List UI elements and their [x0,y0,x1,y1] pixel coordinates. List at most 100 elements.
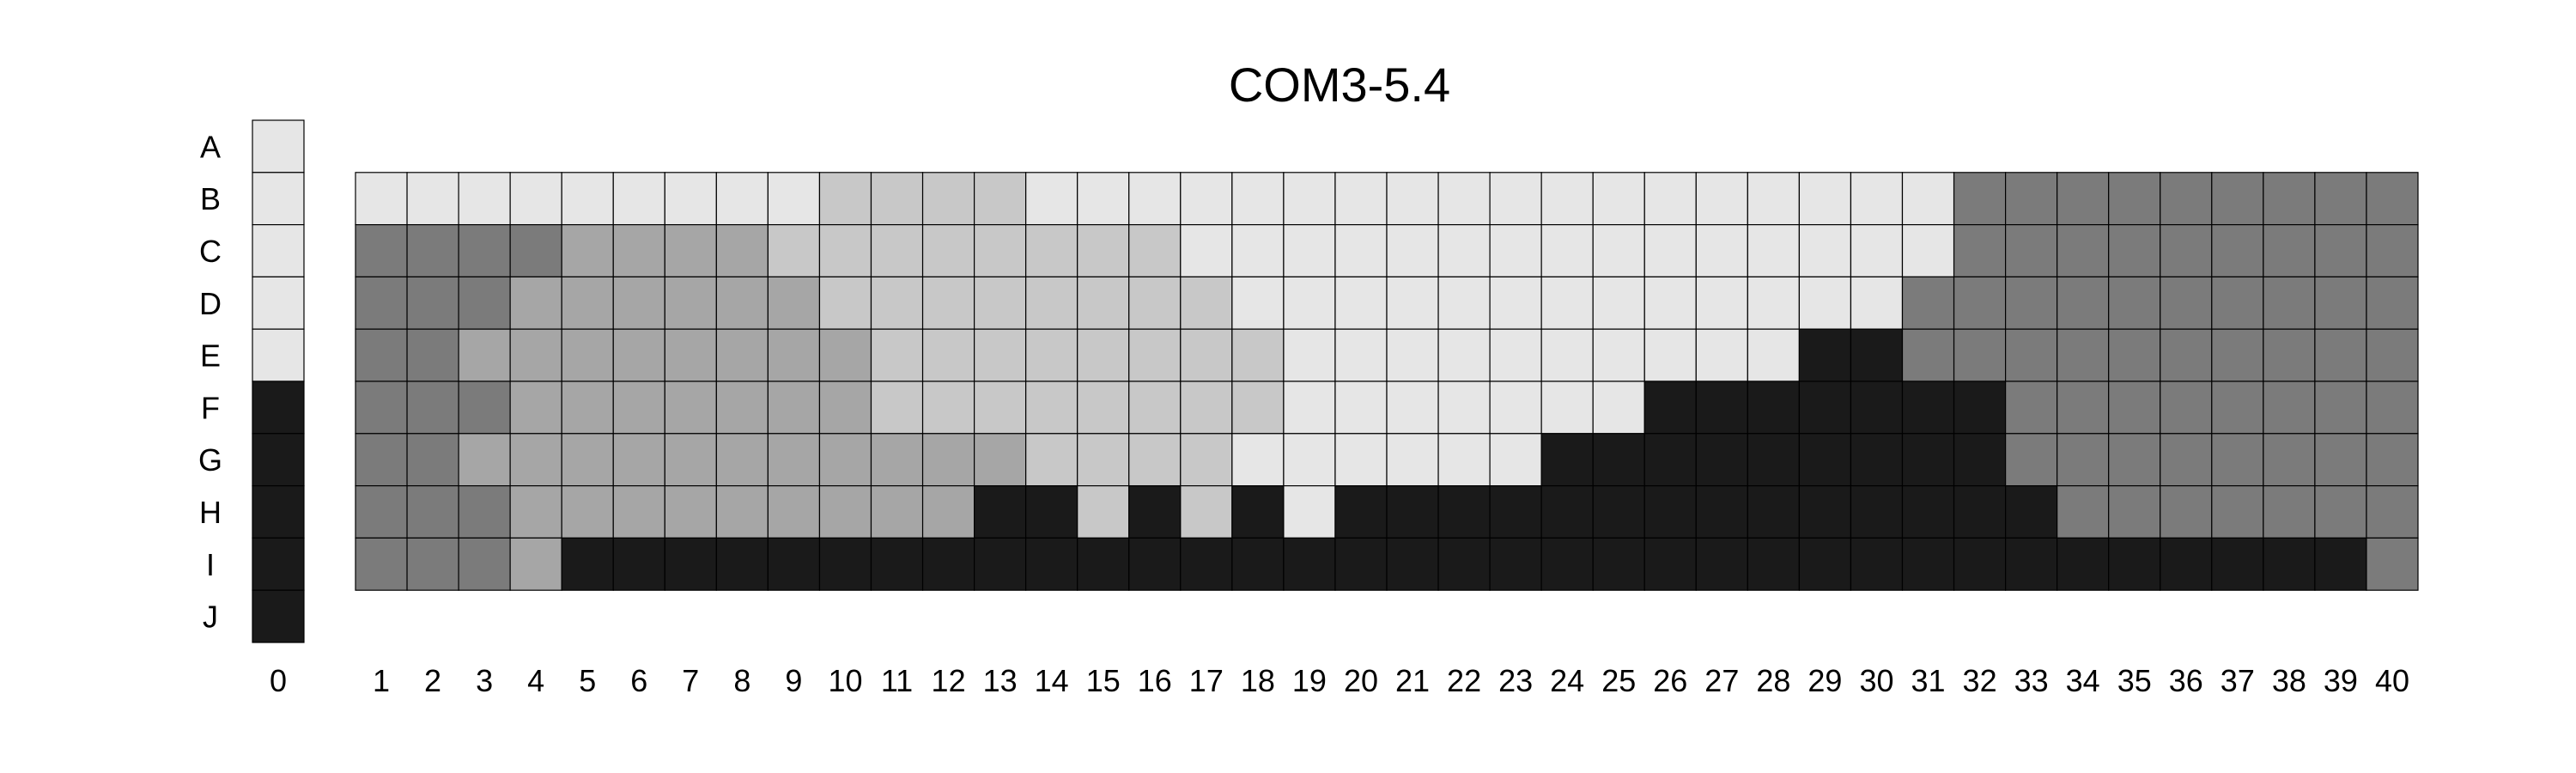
heatmap-cell-i-28 [1747,537,1800,591]
heatmap-cell-f-30 [1850,380,1904,435]
heatmap-cell-c-10 [818,224,872,278]
heatmap-cell-d-6 [612,276,665,330]
heatmap-cell-g-6 [612,433,665,487]
heatmap-cell-b-33 [2005,172,2058,226]
heatmap-cell-e-32 [1953,328,2007,382]
heatmap-cell-e-13 [973,328,1027,382]
heatmap-cell-b-15 [1077,172,1130,226]
heatmap-cell-c-38 [2263,224,2316,278]
heatmap-cell-g-31 [1901,433,1955,487]
heatmap-cell-d-1 [355,276,408,330]
heatmap-cell-h-28 [1747,484,1800,539]
heatmap-cell-b-27 [1695,172,1748,226]
heatmap-cell-h-11 [870,484,924,539]
heatmap-cell-b-7 [664,172,717,226]
heatmap-cell-c-26 [1643,224,1697,278]
column-label-29: 29 [1807,663,1842,698]
heatmap-cell-b-3 [458,172,511,226]
heatmap-cell-i-33 [2005,537,2058,591]
column-label-7: 7 [682,663,699,698]
heatmap-cell-c-23 [1489,224,1542,278]
row-label-d: D [199,286,222,321]
heatmap-cell-d-26 [1643,276,1697,330]
heatmap-cell-i-2 [406,537,459,591]
heatmap-cell-h-16 [1128,484,1182,539]
heatmap-grid [355,172,2419,591]
heatmap-cell-f-19 [1283,380,1336,435]
heatmap-cell-i-6 [612,537,665,591]
heatmap-cell-d-3 [458,276,511,330]
heatmap-cell-f-32 [1953,380,2007,435]
scale-cell-i [252,537,305,591]
heatmap-cell-i-34 [2057,537,2110,591]
heatmap-cell-f-13 [973,380,1027,435]
heatmap-cell-f-17 [1180,380,1233,435]
heatmap-cell-e-15 [1077,328,1130,382]
heatmap-cell-b-20 [1334,172,1388,226]
heatmap-cell-h-3 [458,484,511,539]
heatmap-cell-i-14 [1025,537,1078,591]
heatmap-cell-f-27 [1695,380,1748,435]
heatmap-cell-e-22 [1437,328,1491,382]
heatmap-cell-c-6 [612,224,665,278]
scale-cell-a [252,119,305,173]
heatmap-cell-c-17 [1180,224,1233,278]
heatmap-cell-e-35 [2108,328,2161,382]
heatmap-cell-b-9 [767,172,821,226]
row-label-h: H [199,495,222,530]
heatmap-cell-e-4 [509,328,562,382]
heatmap-cell-i-25 [1592,537,1645,591]
column-label-14: 14 [1035,663,1069,698]
heatmap-cell-c-31 [1901,224,1955,278]
heatmap-cell-e-3 [458,328,511,382]
column-label-38: 38 [2272,663,2306,698]
row-label-j: J [203,600,218,635]
heatmap-cell-g-10 [818,433,872,487]
column-label-5: 5 [579,663,596,698]
heatmap-cell-b-39 [2314,172,2367,226]
heatmap-cell-i-24 [1540,537,1594,591]
heatmap-cell-e-34 [2057,328,2110,382]
heatmap-cell-g-35 [2108,433,2161,487]
heatmap-cell-b-25 [1592,172,1645,226]
heatmap-cell-b-1 [355,172,408,226]
heatmap-cell-h-38 [2263,484,2316,539]
heatmap-cell-d-36 [2160,276,2213,330]
column-label-0: 0 [270,663,287,698]
heatmap-cell-g-14 [1025,433,1078,487]
heatmap-cell-h-1 [355,484,408,539]
heatmap-cell-b-32 [1953,172,2007,226]
heatmap-cell-h-37 [2211,484,2264,539]
heatmap-cell-h-22 [1437,484,1491,539]
heatmap-cell-d-17 [1180,276,1233,330]
heatmap-cell-e-29 [1798,328,1852,382]
heatmap-cell-i-30 [1850,537,1904,591]
heatmap-cell-f-15 [1077,380,1130,435]
heatmap-cell-h-17 [1180,484,1233,539]
heatmap-cell-e-6 [612,328,665,382]
heatmap-cell-h-39 [2314,484,2367,539]
heatmap-cell-g-5 [561,433,614,487]
heatmap-cell-d-24 [1540,276,1594,330]
column-label-31: 31 [1911,663,1946,698]
heatmap-cell-g-21 [1386,433,1439,487]
heatmap-cell-c-29 [1798,224,1852,278]
heatmap-cell-c-36 [2160,224,2213,278]
heatmap-cell-c-7 [664,224,717,278]
heatmap-cell-c-18 [1231,224,1285,278]
column-label-21: 21 [1395,663,1430,698]
heatmap-cell-g-13 [973,433,1027,487]
heatmap-cell-f-26 [1643,380,1697,435]
heatmap-cell-d-35 [2108,276,2161,330]
heatmap-cell-h-4 [509,484,562,539]
heatmap-cell-f-12 [921,380,975,435]
heatmap-cell-g-4 [509,433,562,487]
heatmap-cell-b-18 [1231,172,1285,226]
heatmap-cell-d-20 [1334,276,1388,330]
heatmap-cell-c-14 [1025,224,1078,278]
heatmap-cell-b-21 [1386,172,1439,226]
heatmap-cell-c-34 [2057,224,2110,278]
heatmap-cell-d-19 [1283,276,1336,330]
heatmap-cell-d-2 [406,276,459,330]
